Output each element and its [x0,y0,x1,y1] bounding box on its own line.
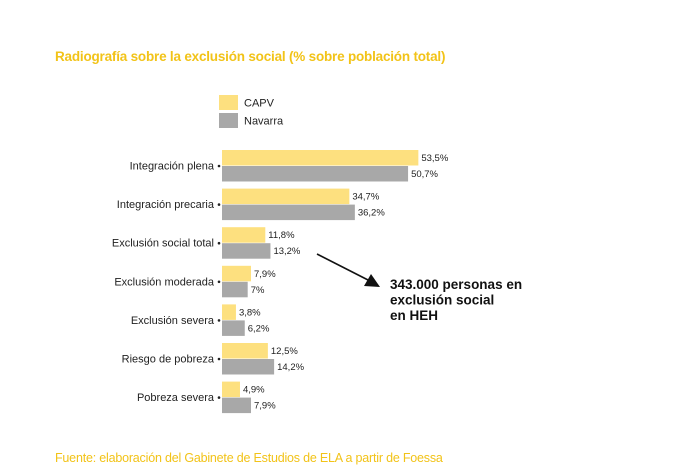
bar-navarra [222,166,409,182]
chart-title: Radiografía sobre la exclusión social (%… [55,49,446,64]
source-note: Fuente: elaboración del Gabinete de Estu… [55,451,443,465]
category-label: Exclusión moderada [114,276,215,288]
axis-tick [217,396,221,399]
category-label: Exclusión social total [112,238,214,250]
annotation-arrow-line [316,253,371,282]
bar-navarra [222,397,251,414]
legend-swatch-navarra [219,113,238,128]
annotation-text-line: 343.000 personas en [390,277,522,292]
legend-label-navarra: Navarra [244,116,284,128]
bar-navarra [222,281,248,298]
category-label: Riesgo de pobreza [122,354,215,366]
value-label: 34,7% [352,192,379,203]
bar-capv [222,343,268,359]
axis-tick [217,164,221,168]
bar-capv [222,381,240,398]
bar-capv [222,227,266,243]
bar-capv [222,188,350,205]
value-label: 4,9% [243,385,265,396]
bar-capv [222,150,419,166]
value-label: 36,2% [358,208,385,219]
value-label: 7,9% [254,401,276,412]
bar-navarra [222,320,245,336]
value-label: 11,8% [268,230,295,241]
annotation-text-line: exclusión social [390,293,494,308]
axis-tick [217,280,221,284]
plot-area: Integración plena 53,5% 50,7% Integración p… [112,150,449,414]
value-label: 6,2% [248,323,270,334]
category-label: Integración precaria [117,199,215,211]
bar-capv [222,265,251,282]
legend-label-capv: CAPV [244,98,275,110]
value-label: 50,7% [411,169,438,180]
value-label: 3,8% [239,307,261,318]
bar-navarra [222,204,355,221]
category-label: Exclusión severa [131,315,215,327]
category-label: Integración plena [130,161,215,173]
bar-capv [222,304,236,320]
value-label: 14,2% [277,362,304,373]
annotation-arrow-head [364,274,380,287]
axis-tick [217,203,221,206]
value-label: 7% [251,285,265,296]
bar-navarra [222,243,271,259]
axis-tick [217,319,221,322]
legend: CAPV Navarra [219,95,284,128]
legend-swatch-capv [219,95,238,110]
axis-tick [217,357,221,361]
value-label: 13,2% [273,246,300,257]
axis-tick [217,241,221,245]
category-label: Pobreza severa [137,392,215,404]
value-label: 12,5% [271,346,298,357]
value-label: 53,5% [421,153,448,164]
annotation-text-line: en HEH [390,308,438,323]
bar-navarra [222,359,275,375]
value-label: 7,9% [254,269,276,280]
